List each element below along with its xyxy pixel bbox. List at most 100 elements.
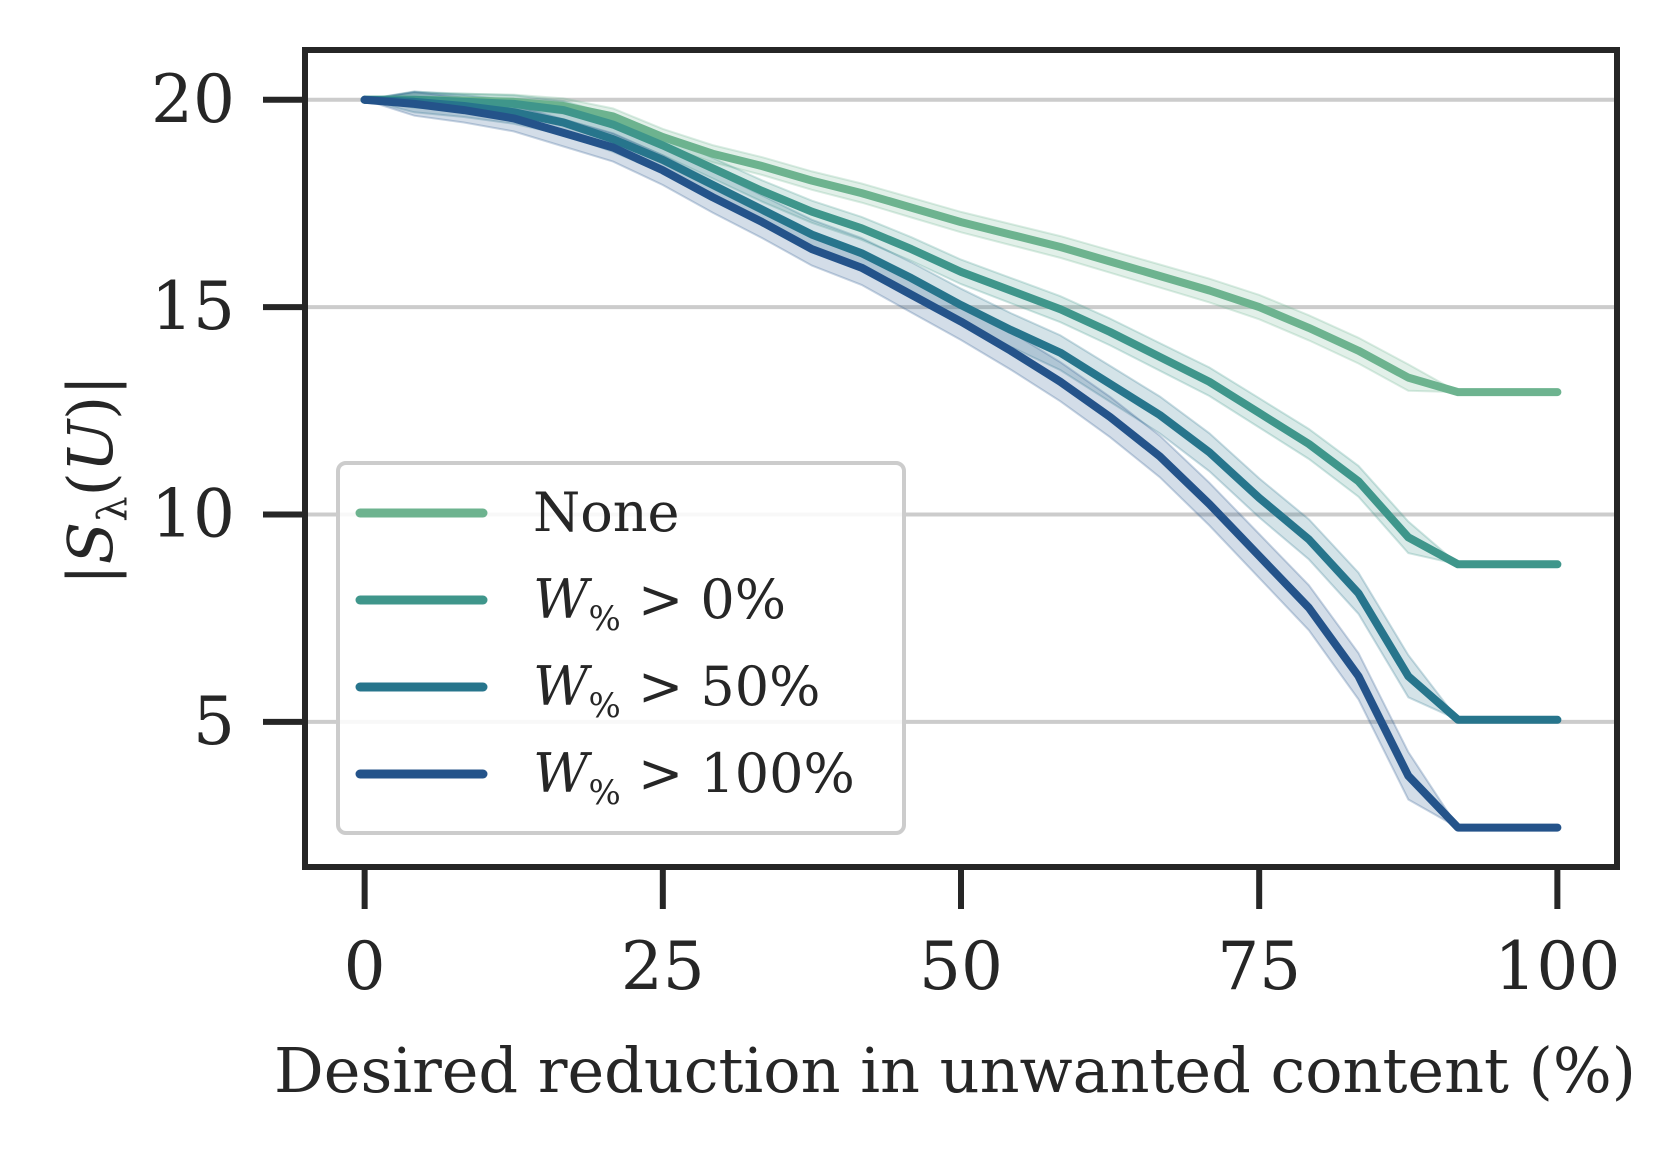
- data-point: [1458, 827, 1459, 828]
- data-point: [463, 110, 464, 111]
- data-point: [1209, 381, 1210, 382]
- series-line-4: [360, 95, 1562, 832]
- data-point: [1507, 827, 1508, 828]
- data-point: [1110, 383, 1111, 384]
- data-point: [1358, 593, 1359, 594]
- y-tick-label: 15: [151, 268, 235, 345]
- data-point: [613, 116, 614, 117]
- data-point: [1259, 497, 1260, 498]
- data-point: [613, 147, 614, 148]
- data-point: [613, 124, 614, 125]
- data-point: [1159, 456, 1160, 457]
- data-point: [1060, 381, 1061, 382]
- data-point: [1408, 537, 1409, 538]
- data-point: [1110, 261, 1111, 262]
- data-point: [911, 278, 912, 279]
- legend-label-4: W% > 100%: [533, 742, 855, 813]
- series-line-1: [360, 95, 1562, 397]
- data-point: [1358, 350, 1359, 351]
- data-point: [662, 159, 663, 160]
- data-point: [563, 132, 564, 133]
- data-point: [1010, 350, 1011, 351]
- data-point: [811, 249, 812, 250]
- data-point: [1557, 564, 1558, 565]
- data-point: [414, 103, 415, 104]
- data-point: [1557, 392, 1558, 393]
- data-point: [961, 271, 962, 272]
- data-point: [811, 180, 812, 181]
- legend-frame: [336, 461, 906, 835]
- data-point: [1458, 564, 1459, 565]
- data-point: [1408, 775, 1409, 776]
- data-point: [1408, 377, 1409, 378]
- data-point: [613, 139, 614, 140]
- data-point: [762, 166, 763, 167]
- y-tick-label: 10: [151, 475, 235, 552]
- data-point: [861, 253, 862, 254]
- legend-label-3: W% > 50%: [533, 655, 820, 726]
- svg-text:|Sλ(U)|: |Sλ(U)|: [54, 375, 136, 585]
- x-axis-label: Desired reduction in unwanted content (%…: [274, 1034, 1636, 1107]
- data-point: [1358, 481, 1359, 482]
- data-point: [1358, 676, 1359, 677]
- data-point: [861, 193, 862, 194]
- data-point: [911, 249, 912, 250]
- data-point: [1507, 392, 1508, 393]
- data-point: [1308, 327, 1309, 328]
- data-point: [513, 103, 514, 104]
- data-point: [911, 294, 912, 295]
- data-point: [1259, 412, 1260, 413]
- series-lines: [360, 95, 1562, 832]
- data-point: [1060, 309, 1061, 310]
- data-point: [563, 110, 564, 111]
- y-tick-label: 20: [151, 61, 235, 138]
- data-point: [961, 305, 962, 306]
- x-axis-ticks: 0 25 50 75 100: [344, 867, 1620, 1005]
- data-point: [961, 222, 962, 223]
- data-point: [1308, 443, 1309, 444]
- data-point: [861, 228, 862, 229]
- data-point: [811, 234, 812, 235]
- data-point: [1557, 719, 1558, 720]
- series-band-2: [364, 90, 1558, 566]
- data-point: [1010, 329, 1011, 330]
- data-point: [1408, 676, 1409, 677]
- data-point: [662, 145, 663, 146]
- x-tick-label: 100: [1494, 928, 1620, 1005]
- series-line-2: [360, 95, 1562, 569]
- x-tick-label: 0: [344, 928, 386, 1005]
- data-point: [1110, 417, 1111, 418]
- data-point: [1557, 827, 1558, 828]
- data-point: [1010, 234, 1011, 235]
- data-point: [1159, 276, 1160, 277]
- data-point: [1209, 290, 1210, 291]
- data-point: [1507, 719, 1508, 720]
- data-point: [1308, 607, 1309, 608]
- data-point: [1010, 290, 1011, 291]
- y-axis-ticks: 5 10 15 20: [151, 61, 305, 760]
- data-point: [1259, 555, 1260, 556]
- data-point: [712, 197, 713, 198]
- x-tick-label: 25: [621, 928, 705, 1005]
- data-point: [1060, 352, 1061, 353]
- data-point: [911, 207, 912, 208]
- data-point: [364, 99, 365, 100]
- y-axis-label: |Sλ(U)|: [54, 375, 136, 585]
- data-point: [662, 137, 663, 138]
- x-tick-label: 75: [1217, 928, 1301, 1005]
- data-point: [762, 209, 763, 210]
- legend: None W% > 0% W% > 50% W% > 100%: [336, 461, 906, 835]
- data-point: [762, 191, 763, 192]
- data-point: [1209, 504, 1210, 505]
- data-point: [1458, 392, 1459, 393]
- x-tick-label: 50: [919, 928, 1003, 1005]
- data-point: [762, 222, 763, 223]
- data-point: [1308, 539, 1309, 540]
- data-point: [1159, 356, 1160, 357]
- data-point: [861, 267, 862, 268]
- data-point: [712, 184, 713, 185]
- data-point: [1110, 332, 1111, 333]
- data-point: [712, 168, 713, 169]
- data-point: [811, 211, 812, 212]
